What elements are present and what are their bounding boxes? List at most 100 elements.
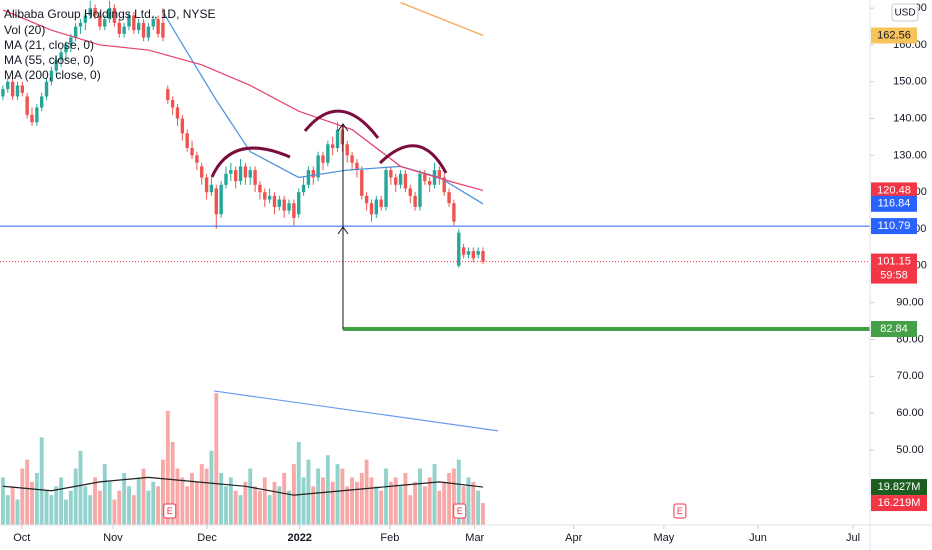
candle-body [44,81,49,97]
indicator-line [400,2,484,37]
volume-bar [422,486,427,525]
price-label-box [871,320,917,337]
candle-body [200,166,204,178]
volume-bar [325,455,330,525]
volume-bar [456,459,461,525]
candle-body [185,133,189,149]
volume-bar [359,472,364,525]
candle-body [306,170,311,185]
candle-body [452,203,456,222]
indicator-line [213,390,499,432]
volume-bar [243,481,248,525]
volume-bar [97,490,102,525]
candle-body [476,251,480,255]
volume-bar [345,486,350,525]
candle-body [243,166,248,178]
volume-bar [165,410,170,525]
candle-body [1,89,5,97]
volume-bar [25,459,30,525]
volume-bar [340,468,345,525]
volume-label: 19.827M [878,481,921,493]
candle-body [122,26,126,34]
candle-body [98,15,102,27]
candle-body [364,195,369,204]
volume-bar [44,490,49,525]
volume-bar [398,486,403,525]
shoulder-arc [210,146,291,178]
candle-body [360,170,364,196]
candle-body [248,170,252,178]
candle-body [398,173,403,185]
candle-body [253,170,257,185]
candle-body [379,199,383,207]
currency: USD [894,8,915,19]
volume-bar [233,490,238,525]
price-label: 162.56 [877,29,911,41]
volume-bar [83,486,88,525]
volume-bar [277,486,282,525]
candle-body [170,100,175,108]
volume-bar [350,477,355,525]
volume-bar [156,486,161,525]
volume-bar [442,481,447,525]
volume-bar [141,468,146,525]
candle-body [408,188,412,196]
volume-bar [301,477,306,525]
volume-bar [15,499,20,525]
candle-body [374,199,379,215]
volume-bar [335,464,340,525]
volume-bar [20,468,25,525]
earnings-label: E [457,506,463,516]
volume-bar [364,459,369,525]
candle-body [282,199,286,211]
candle-body [132,15,136,31]
volume-bar [437,490,442,525]
volume-bar [93,477,97,525]
volume-bar [248,468,253,525]
volume-bar [471,481,476,525]
volume-bar [10,486,15,525]
candle-body [384,170,388,207]
x-tick-label: Oct [13,532,30,544]
candle-body [258,184,262,193]
candle-body [335,129,340,149]
volume-bar [185,486,190,525]
candle-body [136,22,141,31]
candle-body [209,184,214,193]
volume-bar [0,477,5,525]
volume-bar [54,486,59,525]
volume-bar [267,495,272,525]
candle-body [49,70,54,82]
candle-body [442,177,446,193]
x-tick-label: Mar [465,532,484,544]
volume-bar [228,477,233,525]
volume-label-box [871,479,927,496]
price-label: 82.84 [880,323,908,335]
indicator-line [2,476,484,496]
candle-body [389,170,393,178]
volume-bar [136,477,141,525]
candle-body [54,59,58,71]
candle-body [35,107,39,123]
volume-bar [122,472,127,525]
x-tick-label: Jun [749,532,767,544]
y-tick-label: 60.00 [896,407,924,419]
volume-bar [64,499,68,525]
x-tick-label: May [654,532,675,544]
candle-body [156,19,160,34]
candle-body [151,19,155,27]
candle-body [292,203,296,218]
candle-body [427,181,432,185]
candle-body [287,203,291,211]
currency-box[interactable] [891,3,919,22]
candle-body [6,81,10,90]
shoulder-arc [378,144,448,174]
x-tick-label: Dec [197,532,217,544]
candle-body [418,173,422,207]
volume-bar [219,472,224,525]
volume-bar [379,490,384,525]
candle-body [413,195,417,207]
volume-bar [146,490,151,525]
volume-bar [214,393,219,525]
